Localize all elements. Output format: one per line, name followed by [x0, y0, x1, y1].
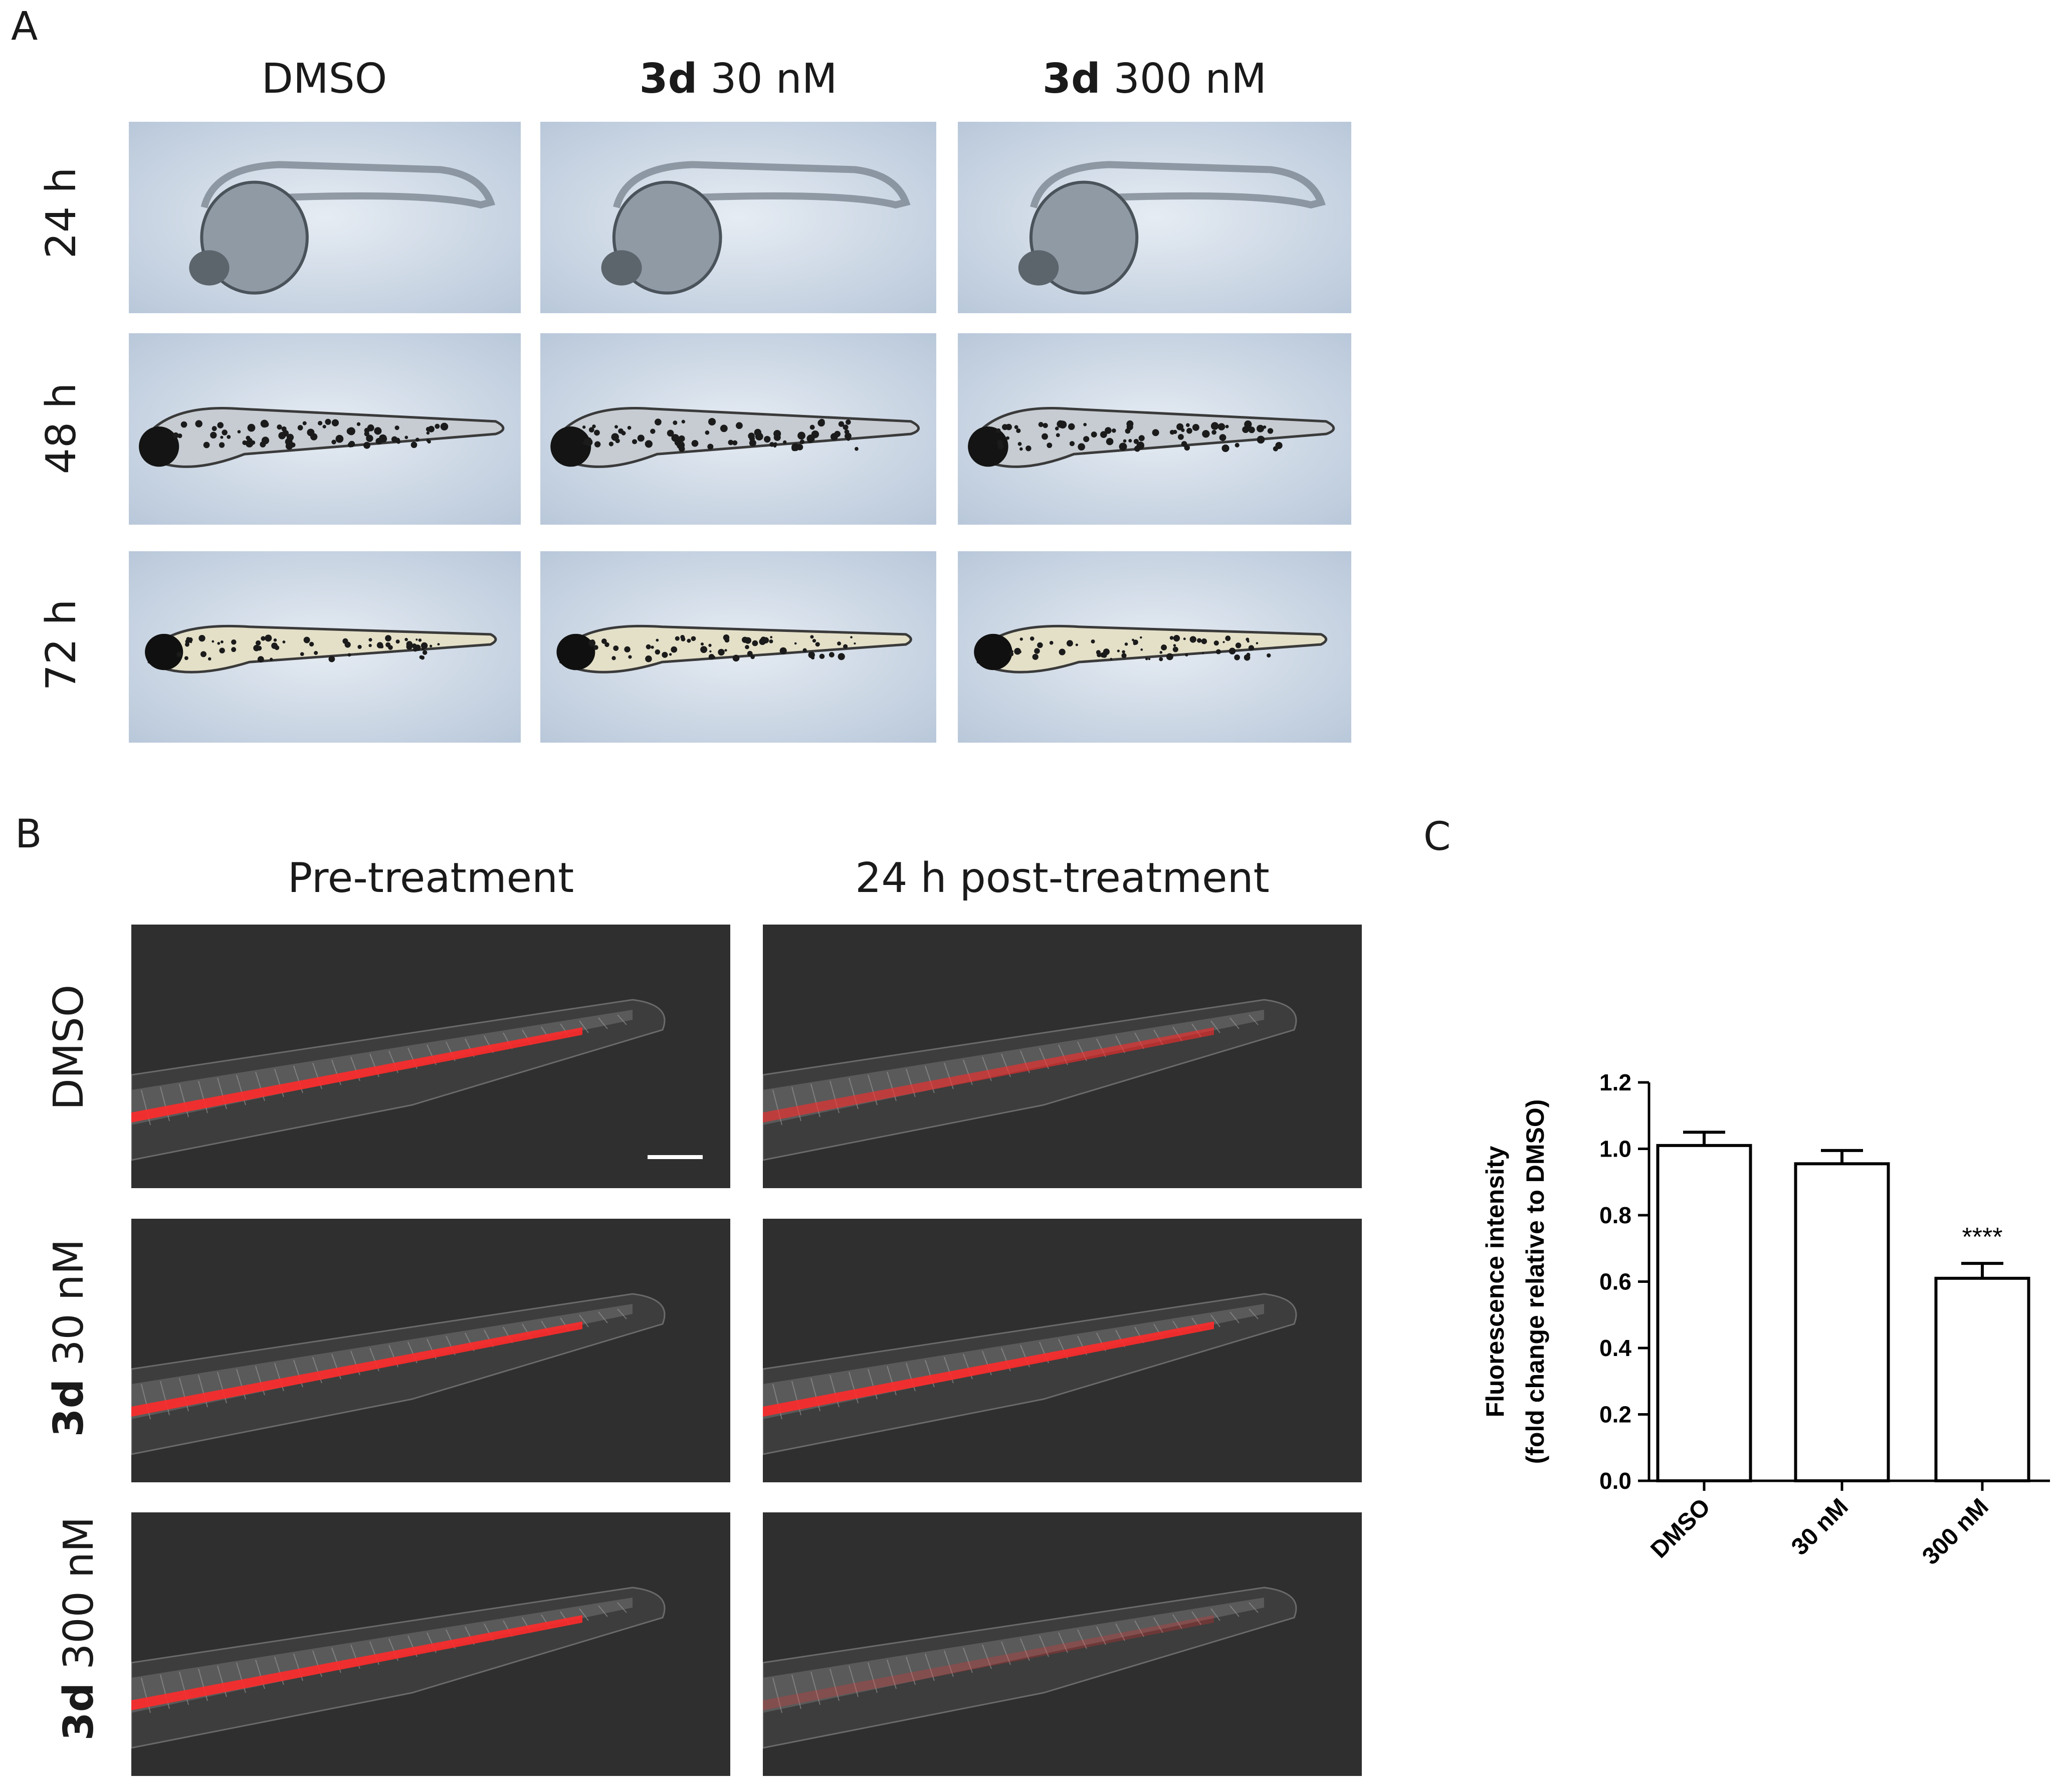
bar — [1796, 1164, 1889, 1481]
panel-a-col-300nm: 3d 300 nM — [958, 55, 1351, 103]
x-tick-label: DMSO — [1645, 1493, 1715, 1563]
y-tick-label: 0.6 — [1599, 1269, 1631, 1295]
significance-label: **** — [1962, 1223, 2003, 1252]
fluorescence-image — [763, 1512, 1362, 1776]
panel-b-row-300nm: 3d 300 nM — [55, 1508, 105, 1749]
y-axis-label: Fluorescence intensity — [1481, 1146, 1509, 1417]
y-tick-label: 0.4 — [1599, 1335, 1631, 1361]
embryo-image — [540, 122, 936, 313]
x-tick-label: 30 nM — [1786, 1493, 1853, 1560]
panel-label-c: C — [1423, 814, 1451, 859]
panel-label-a: A — [11, 4, 38, 49]
panel-a-col-30nm: 3d 30 nM — [540, 55, 936, 103]
bar — [1936, 1278, 2029, 1481]
panel-b-row-30nm: 3d 30 nM — [45, 1228, 95, 1448]
embryo-image — [958, 122, 1351, 313]
scale-bar — [648, 1155, 703, 1159]
panel-a-col-dmso: DMSO — [129, 55, 520, 103]
embryo-image — [129, 551, 521, 743]
panel-b-col-post: 24 h post-treatment — [763, 854, 1362, 902]
y-tick-label: 1.2 — [1599, 1069, 1631, 1095]
bar-chart: 0.0 0.2 0.4 0.6 0.8 1.0 1.2 Fluorescence intens… — [1444, 1002, 2062, 1629]
embryo-image — [540, 551, 936, 743]
y-tick-label: 1.0 — [1599, 1136, 1631, 1162]
fluorescence-image — [131, 1512, 730, 1776]
fluorescence-image — [763, 1219, 1362, 1482]
bar — [1658, 1146, 1751, 1481]
panel-a-row-48h: 48 h — [38, 353, 88, 504]
panel-b-col-pre: Pre-treatment — [131, 854, 730, 902]
panel-label-b: B — [15, 812, 42, 857]
panel-a-row-24h: 24 h — [38, 138, 88, 288]
embryo-image — [540, 333, 936, 525]
y-tick-label: 0.0 — [1599, 1468, 1631, 1494]
y-tick-label: 0.8 — [1599, 1202, 1631, 1228]
panel-b-row-dmso: DMSO — [45, 937, 95, 1158]
x-tick-label: 300 nM — [1917, 1493, 1994, 1570]
embryo-image — [129, 333, 521, 525]
y-axis-label: (fold change relative to DMSO) — [1521, 1099, 1549, 1464]
embryo-image — [958, 333, 1351, 525]
embryo-image — [958, 551, 1351, 743]
panel-a-row-72h: 72 h — [38, 570, 88, 720]
fluorescence-image — [131, 1219, 730, 1482]
fluorescence-image — [131, 925, 730, 1188]
embryo-image — [129, 122, 521, 313]
fluorescence-image — [763, 925, 1362, 1188]
y-tick-label: 0.2 — [1599, 1402, 1631, 1428]
